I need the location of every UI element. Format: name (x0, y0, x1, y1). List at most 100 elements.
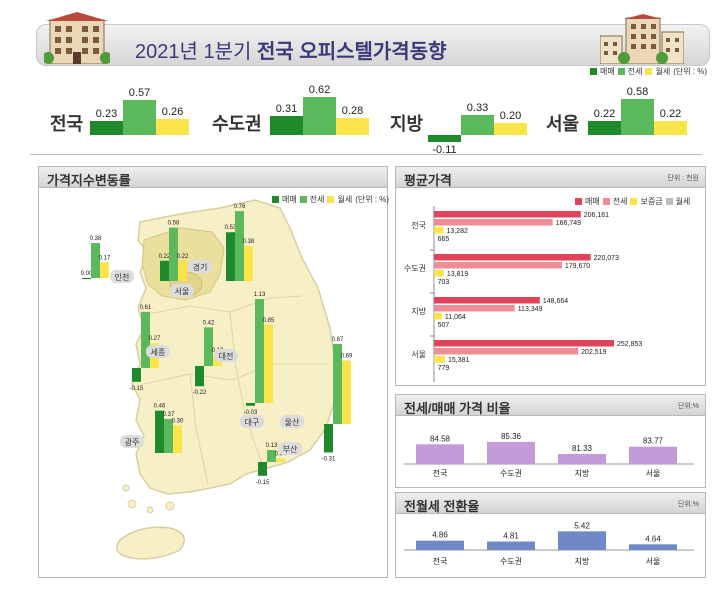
jeju-shape (116, 526, 185, 560)
legend-label: 전세 (612, 197, 628, 206)
map-bar (342, 360, 351, 424)
map-value-label: 0.17 (99, 255, 111, 261)
summary-value-label: 0.58 (626, 86, 649, 99)
map-value-label: 0.61 (140, 305, 152, 311)
map-bar (132, 368, 141, 382)
summary-region-label: 지방 (390, 114, 424, 134)
summary-value-label: 0.22 (659, 108, 682, 121)
map-value-label: 0.22 (177, 254, 189, 260)
avg-bar (434, 313, 442, 320)
legend-label: 보증금 (640, 197, 663, 206)
ratio-chart: 84.58 전국 85.36 수도권 81.33 지방 83.77 서울 (404, 432, 694, 478)
summary-separator (30, 154, 702, 155)
avg-bar (434, 227, 444, 234)
summary-bar (336, 117, 369, 135)
avg-value-label: 13,282 (446, 228, 468, 235)
legend-label: 월세 (655, 67, 671, 76)
convchart-category-label: 서울 (646, 557, 661, 566)
map-value-label: 0.22 (159, 254, 171, 260)
summary-bar (156, 118, 189, 135)
avg-bar (434, 364, 435, 371)
avg-region-label: 수도권 (404, 263, 426, 273)
header-banner (36, 24, 710, 66)
map-value-label: 0.85 (263, 318, 275, 324)
summary-bar (494, 122, 527, 135)
conv-panel: 전월세 전환율 단위:% (395, 492, 706, 578)
map-bar (324, 424, 333, 453)
conv-chart: 4.86 전국 4.81 수도권 5.42 지방 4.64 서울 (404, 521, 694, 566)
avg-price-legend: 매매 전세 보증금 월세 (575, 196, 690, 207)
ratiochart-bar (629, 446, 677, 464)
legend-swatch-jeonse (602, 198, 610, 205)
avg-value-label: 507 (438, 322, 450, 329)
ratio-panel: 전세/매매 가격 비율 단위:% (395, 394, 706, 488)
avg-value-label: 13,819 (447, 271, 469, 278)
convchart-bar (558, 531, 606, 550)
map-bar (173, 425, 182, 453)
convchart-category-label: 지방 (575, 556, 590, 566)
map-value-label: 0.00 (81, 271, 93, 277)
map-bar (100, 262, 109, 278)
map-value-label: 0.76 (234, 204, 246, 210)
map-value-label: -0.22 (193, 390, 207, 396)
map-value-label: -0.15 (130, 386, 144, 392)
avg-value-label: 148,664 (543, 298, 568, 305)
map-legend: 매매 전세 월세 (단위 : %) (272, 194, 389, 205)
map-region-label: 대구 (245, 418, 260, 427)
avg-bar (434, 211, 581, 218)
conv-panel-header: 전월세 전환율 단위:% (396, 493, 705, 514)
map-region-label: 대전 (219, 351, 234, 361)
avg-value-label: 703 (438, 279, 450, 286)
summary-value-label: 0.33 (466, 101, 489, 114)
map-bar (246, 403, 255, 406)
summary-value-label: 0.31 (275, 102, 298, 115)
map-value-label: 0.38 (90, 236, 102, 242)
region-border (189, 373, 209, 485)
page-title: 2021년 1분기 전국 오피스텔가격동향 (135, 41, 447, 63)
ratiochart-category-label: 지방 (575, 468, 590, 478)
map-value-label: 0.27 (149, 336, 161, 342)
map-bar (226, 232, 235, 281)
legend-label: 매매 (600, 67, 615, 76)
map-value-label: 0.58 (168, 221, 180, 227)
convchart-bar (416, 540, 464, 550)
summary-bar (90, 120, 123, 135)
ratiochart-value-label: 85.36 (501, 432, 522, 441)
avg-bar (434, 278, 435, 285)
summary-value-label: -0.11 (432, 143, 457, 156)
avg-value-label: 15,381 (448, 357, 470, 364)
map-value-label: 1.13 (254, 292, 266, 298)
summary-value-label: 0.23 (95, 107, 118, 120)
map-region-label: 부산 (283, 444, 298, 454)
map-bar (264, 324, 273, 403)
summary-value-label: 0.28 (341, 104, 364, 117)
legend-label: 전세 (627, 67, 643, 76)
map-region-pill (188, 260, 212, 273)
ratio-panel-title: 전세/매매 가격 비율 (404, 401, 511, 416)
map-region-label: 광주 (125, 437, 140, 447)
map-bar (141, 311, 150, 368)
island-dots (122, 484, 175, 514)
summary-value-label: 0.57 (128, 86, 151, 99)
avg-region-label: 전국 (411, 220, 426, 230)
map-bar (155, 410, 164, 453)
convchart-value-label: 4.86 (432, 531, 448, 540)
map-value-label: 0.42 (203, 320, 215, 326)
map-bar (82, 278, 91, 279)
conv-unit: 단위:% (677, 501, 699, 508)
avg-bar (434, 254, 591, 261)
legend-swatch-jeonse (617, 68, 625, 75)
legend-label: 월세 (675, 197, 691, 206)
avg-value-label: 206,161 (584, 212, 609, 219)
ratio-panel-header: 전세/매매 가격 비율 단위:% (396, 395, 705, 416)
ratiochart-value-label: 83.77 (643, 437, 664, 446)
ratiochart-bar (487, 441, 535, 464)
avg-bar (434, 348, 579, 355)
map-region-pill (214, 349, 238, 362)
avg-value-label: 179,670 (565, 263, 590, 270)
summary-bar (270, 115, 303, 135)
map-region-pill (170, 284, 194, 297)
avg-bar (434, 340, 614, 347)
